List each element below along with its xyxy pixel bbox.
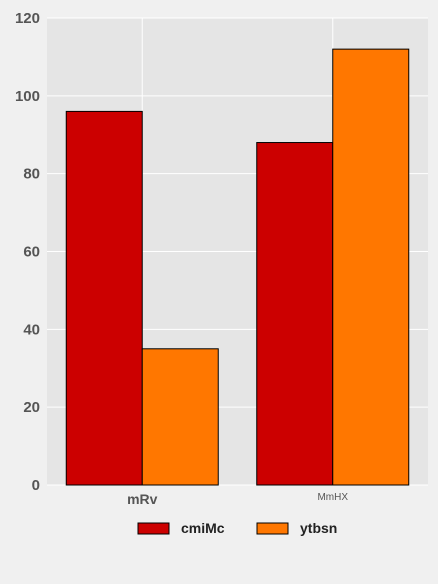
x-tick-label: MmHX bbox=[317, 492, 348, 503]
x-axis-ticks: mRv MmHX bbox=[127, 491, 348, 507]
legend-swatch-ytbsn bbox=[256, 522, 289, 535]
y-tick-label: 20 bbox=[23, 399, 40, 416]
y-tick-label: 60 bbox=[23, 244, 40, 261]
y-tick-label: 80 bbox=[23, 166, 40, 183]
y-tick-label: 0 bbox=[32, 477, 40, 494]
bars bbox=[65, 48, 410, 486]
y-tick-label: 100 bbox=[15, 88, 40, 105]
bar-ytbsn-MmHX bbox=[332, 48, 410, 486]
bar-cmiMc-mRv bbox=[65, 110, 143, 486]
legend-label-ytbsn: ytbsn bbox=[300, 520, 337, 536]
y-tick-label: 40 bbox=[23, 321, 40, 338]
legend-swatch-cmiMc bbox=[137, 522, 170, 535]
legend: cmiMc ytbsn bbox=[137, 520, 337, 536]
y-tick-label: 120 bbox=[15, 10, 40, 27]
bar-cmiMc-MmHX bbox=[256, 142, 334, 486]
y-axis-ticks: 0 20 40 60 80 100 120 bbox=[15, 10, 40, 494]
x-tick-label: mRv bbox=[127, 491, 158, 507]
bar-ytbsn-mRv bbox=[141, 348, 219, 486]
legend-label-cmiMc: cmiMc bbox=[181, 520, 225, 536]
